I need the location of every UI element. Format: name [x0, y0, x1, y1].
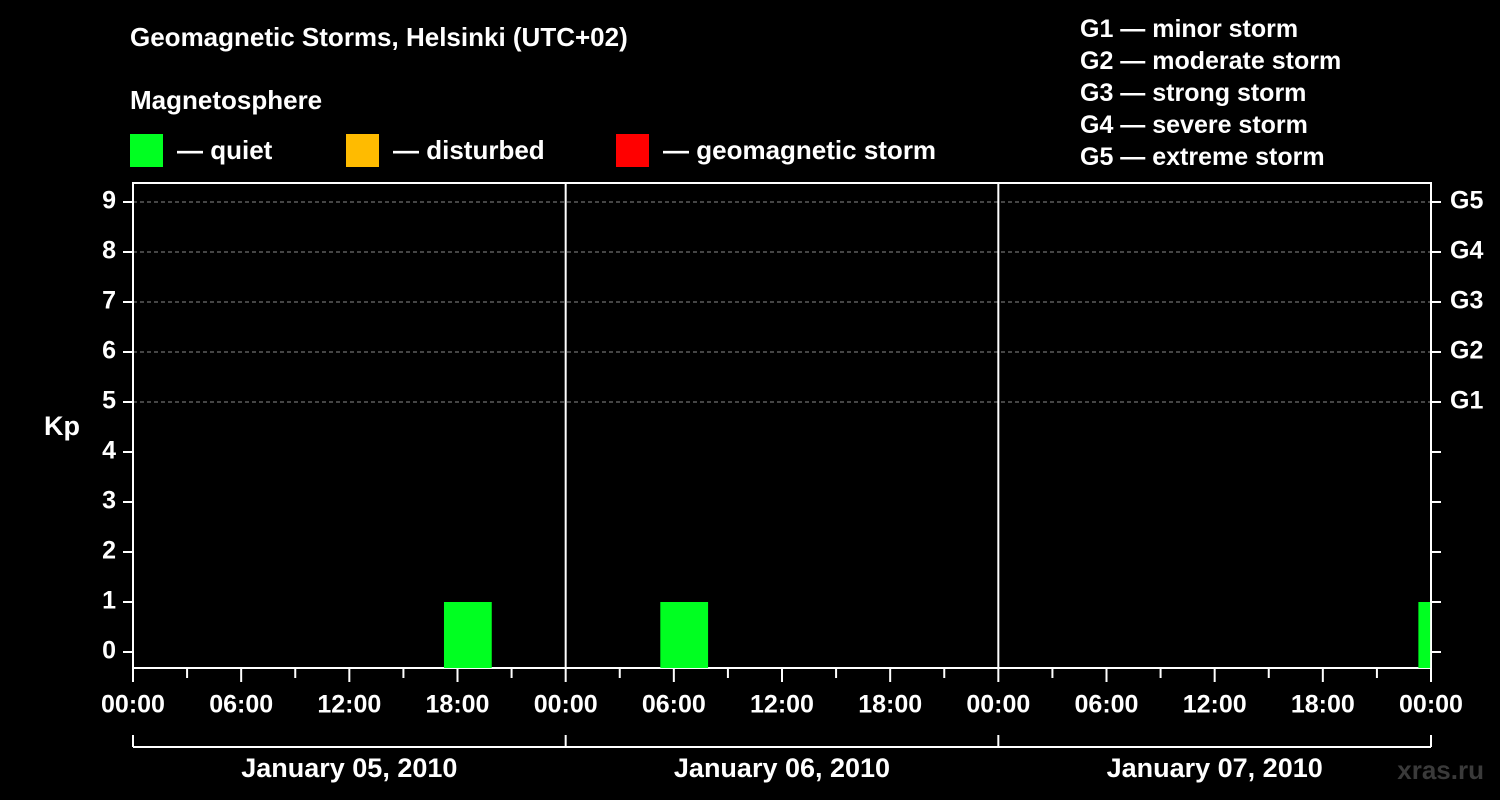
legend-item-quiet: — quiet [130, 133, 272, 167]
x-tick-label: 06:00 [642, 691, 706, 719]
g-level-tick-label: G5 [1450, 187, 1483, 215]
g-level-g4: G4 — severe storm [1080, 111, 1308, 139]
legend-item-disturbed: — disturbed [346, 133, 545, 167]
day-label: January 05, 2010 [241, 753, 457, 783]
x-tick-label: 00:00 [101, 691, 165, 719]
legend-swatch-disturbed [346, 133, 379, 167]
x-tick-label: 12:00 [1183, 691, 1247, 719]
x-tick-label: 06:00 [1075, 691, 1139, 719]
g-level-tick-label: G1 [1450, 387, 1483, 415]
legend-label-storm: — geomagnetic storm [663, 134, 937, 165]
y-tick-label: 2 [102, 537, 116, 565]
y-tick-label: 6 [102, 337, 116, 365]
legend-label-quiet: — quiet [177, 134, 273, 165]
y-tick-label: 5 [102, 387, 116, 415]
kp-bar-2 [1418, 602, 1431, 668]
x-tick-label: 12:00 [750, 691, 814, 719]
g-level-tick-label: G2 [1450, 337, 1483, 365]
y-tick-label: 3 [102, 487, 116, 515]
g-level-legend: G1 — minor storm G2 — moderate storm G3 … [1080, 13, 1341, 173]
x-tick-label: 12:00 [317, 691, 381, 719]
x-tick-label: 18:00 [426, 691, 490, 719]
x-tick-label: 06:00 [209, 691, 273, 719]
legend-swatch-storm [616, 133, 649, 167]
y-tick-label: 9 [102, 187, 116, 215]
g-level-tick-label: G4 [1450, 237, 1483, 265]
day-label: January 07, 2010 [1107, 753, 1323, 783]
credit-label: xras.ru [1397, 755, 1484, 785]
y-tick-label: 4 [102, 437, 116, 465]
chart-title: Geomagnetic Storms, Helsinki (UTC+02) [130, 22, 628, 52]
x-tick-label: 18:00 [1291, 691, 1355, 719]
legend-item-storm: — geomagnetic storm [616, 133, 936, 167]
g-level-g1: G1 — minor storm [1080, 15, 1299, 43]
g-level-g2: G2 — moderate storm [1080, 47, 1342, 75]
x-tick-label: 00:00 [1399, 691, 1463, 719]
day-label: January 06, 2010 [674, 753, 890, 783]
legend-title: Magnetosphere [130, 85, 323, 115]
legend-label-disturbed: — disturbed [393, 134, 545, 165]
kp-bar-0 [443, 602, 492, 668]
g-level-g5: G5 — extreme storm [1080, 143, 1325, 171]
y-tick-label: 7 [102, 287, 116, 315]
x-tick-label: 00:00 [966, 691, 1030, 719]
y-tick-label: 8 [102, 237, 116, 265]
g-level-g3: G3 — strong storm [1080, 79, 1307, 107]
y-tick-label: 1 [102, 587, 116, 615]
plot-frame [132, 182, 1432, 669]
legend-swatch-quiet [130, 133, 163, 167]
g-level-tick-label: G3 [1450, 287, 1483, 315]
kp-bar-1 [660, 602, 709, 668]
y-tick-label: 0 [102, 637, 116, 665]
x-tick-label: 18:00 [858, 691, 922, 719]
y-axis-label: Kp [44, 411, 80, 441]
x-tick-label: 00:00 [534, 691, 598, 719]
